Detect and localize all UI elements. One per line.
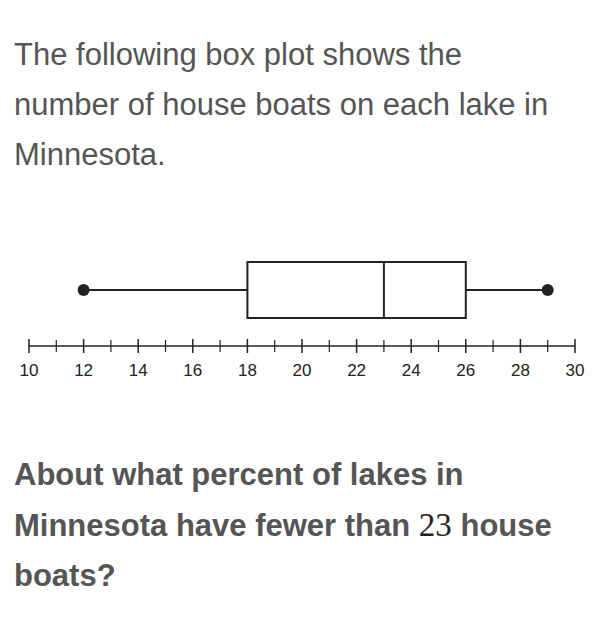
box-group [78, 262, 554, 318]
tick [137, 339, 139, 353]
minor-tick [438, 340, 439, 352]
box [247, 262, 465, 318]
min-point [78, 284, 90, 296]
tick [410, 339, 412, 353]
median [383, 262, 385, 318]
tick-label: 14 [129, 361, 148, 380]
upper-whisker [466, 289, 548, 291]
tick-label: 20 [293, 361, 312, 380]
tick-label: 16 [183, 361, 202, 380]
max-point [542, 284, 554, 296]
minor-tick [547, 340, 548, 352]
tick [520, 339, 522, 353]
minor-tick [383, 340, 384, 352]
lower-whisker [84, 289, 248, 291]
tick-label: 18 [238, 361, 257, 380]
minor-tick [220, 340, 221, 352]
tick [356, 339, 358, 353]
tick-label: 30 [566, 361, 585, 380]
tick [83, 339, 85, 353]
minor-tick [110, 340, 111, 352]
tick-label: 10 [20, 361, 39, 380]
minor-tick [56, 340, 57, 352]
tick-label: 22 [347, 361, 366, 380]
tick [247, 339, 249, 353]
tick [465, 339, 467, 353]
minor-tick [329, 340, 330, 352]
minor-tick [274, 340, 275, 352]
tick [28, 339, 30, 353]
tick-label: 28 [511, 361, 530, 380]
tick-label: 26 [456, 361, 475, 380]
question-number: 23 [419, 507, 452, 543]
question-part: About what percent of lakes in Minnesota… [14, 457, 464, 543]
minor-tick [493, 340, 494, 352]
tick [192, 339, 194, 353]
question-text: About what percent of lakes in Minnesota… [14, 450, 562, 601]
intro-text: The following box plot shows the number … [14, 30, 562, 180]
box-plot: 10 12 14 16 18 20 22 24 26 28 30 [0, 240, 595, 410]
tick-label: 12 [74, 361, 93, 380]
tick-label: 24 [402, 361, 421, 380]
tick [301, 339, 303, 353]
tick [574, 339, 576, 353]
minor-tick [165, 340, 166, 352]
